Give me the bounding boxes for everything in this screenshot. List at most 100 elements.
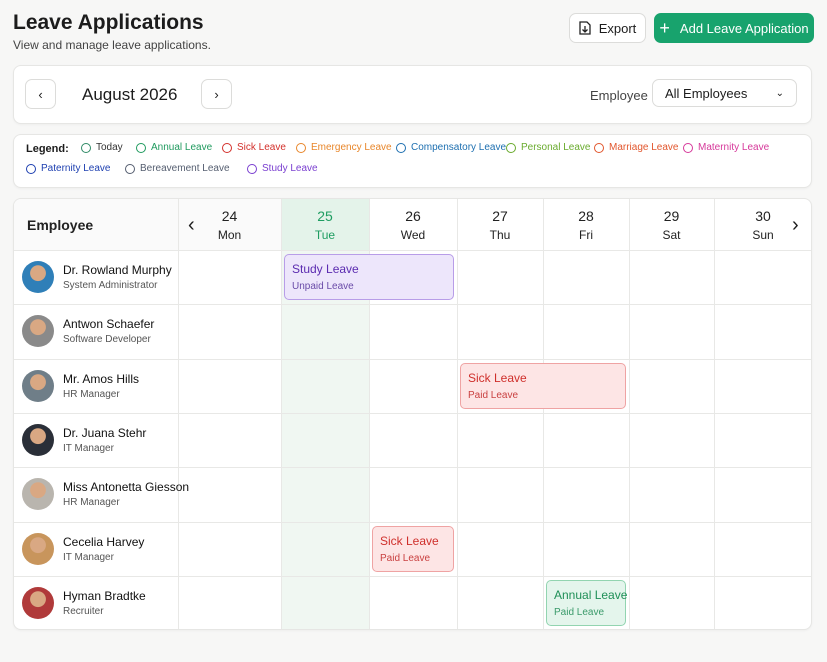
column-line	[543, 199, 544, 629]
leave-block[interactable]: Study Leave Unpaid Leave	[284, 254, 454, 301]
row-line	[14, 412, 811, 414]
row-line	[14, 304, 811, 306]
add-leave-label: Add Leave Application	[679, 20, 809, 36]
row-line	[14, 467, 811, 469]
leave-title: Sick Leave	[380, 533, 439, 548]
employee-filter-label: Employee	[590, 88, 648, 103]
row-line	[14, 575, 811, 577]
avatar	[22, 315, 54, 348]
legend-dot	[136, 142, 146, 153]
column-line	[629, 199, 630, 629]
avatar	[22, 478, 54, 511]
next-month-button[interactable]: ›	[201, 79, 232, 109]
legend-text: Study Leave	[262, 163, 318, 174]
leave-title: Annual Leave	[554, 587, 628, 602]
employee-select-value: All Employees	[665, 85, 748, 101]
employee-name: Dr. Juana Stehr	[63, 425, 147, 440]
employee-role: HR Manager	[63, 497, 120, 509]
legend-text: Maternity Leave	[698, 142, 770, 153]
avatar	[22, 586, 54, 619]
employee-name: Hyman Bradtke	[63, 588, 146, 603]
legend	[13, 134, 812, 188]
day-weekday: Thu	[489, 228, 511, 242]
employee-select[interactable]: All Employees ⌄	[652, 79, 797, 107]
month-label: August 2026	[82, 85, 178, 104]
legend-text: Compensatory Leave	[411, 142, 507, 153]
legend-label: Legend:	[26, 143, 69, 155]
legend-text: Marriage Leave	[609, 142, 679, 153]
export-label: Export	[598, 20, 637, 36]
column-line	[369, 199, 370, 629]
employee-name: Dr. Rowland Murphy	[63, 263, 172, 277]
column-line	[178, 199, 179, 629]
prev-month-button[interactable]: ‹	[25, 79, 56, 109]
page-title: Leave Applications	[13, 11, 204, 34]
leave-title: Sick Leave	[468, 370, 527, 385]
employee-role: HR Manager	[63, 388, 120, 400]
employee-name: Mr. Amos Hills	[63, 371, 140, 386]
plus-icon: +	[659, 18, 670, 38]
avatar	[22, 261, 54, 293]
legend-item: Sick Leave	[222, 142, 286, 153]
day-number: 25	[317, 208, 333, 224]
avatar	[22, 532, 54, 565]
employee-role: Software Developer	[63, 334, 151, 346]
legend-dot	[26, 163, 36, 174]
prev-week-button[interactable]: ‹	[188, 214, 195, 236]
employee-role: IT Manager	[63, 551, 114, 563]
export-button[interactable]: Export	[569, 13, 646, 43]
today-header	[281, 199, 369, 250]
legend-dot	[296, 142, 306, 153]
column-line	[714, 199, 715, 629]
legend-item: Bereavement Leave	[125, 163, 230, 174]
day-number: 29	[663, 208, 680, 224]
employee-role: Recruiter	[63, 605, 104, 617]
column-line	[457, 199, 458, 629]
legend-dot	[247, 163, 257, 174]
legend-item: Personal Leave	[506, 142, 591, 153]
day-number: 27	[492, 208, 508, 224]
legend-item: Maternity Leave	[683, 142, 769, 153]
next-week-button[interactable]: ›	[792, 214, 799, 236]
legend-text: Paternity Leave	[41, 163, 111, 174]
employee-role: IT Manager	[63, 442, 114, 454]
legend-item: Emergency Leave	[296, 142, 392, 153]
day-weekday: Sun	[752, 228, 774, 242]
legend-item: Study Leave	[247, 163, 318, 174]
leave-block[interactable]: Sick Leave Paid Leave	[460, 362, 626, 409]
legend-text: Emergency Leave	[311, 142, 392, 153]
day-weekday: Tue	[314, 228, 336, 242]
leave-subtitle: Unpaid Leave	[292, 281, 354, 292]
row-line	[14, 358, 811, 360]
legend-item: Compensatory Leave	[396, 142, 506, 153]
column-line	[281, 199, 282, 629]
leave-block[interactable]: Annual Leave Paid Leave	[546, 579, 628, 627]
legend-item: Paternity Leave	[26, 163, 111, 174]
leave-title: Study Leave	[292, 262, 359, 276]
legend-text: Personal Leave	[521, 142, 591, 153]
add-leave-button[interactable]: + Add Leave Application	[654, 13, 814, 43]
employee-role: System Administrator	[63, 280, 158, 291]
day-number: 24	[221, 208, 238, 224]
legend-item: Marriage Leave	[594, 142, 678, 153]
legend-item: Today	[81, 142, 123, 153]
day-number: 30	[755, 208, 771, 224]
legend-dot	[506, 142, 516, 153]
legend-dot	[222, 142, 232, 153]
day-weekday: Wed	[400, 228, 426, 242]
legend-dot	[594, 142, 604, 153]
export-icon	[579, 21, 591, 35]
leave-block[interactable]: Sick Leave Paid Leave	[372, 525, 454, 572]
calendar: Employee ‹ › 24 Mon 25 Tue 26 Wed 27 Thu 28 Fri 29 Sat…	[13, 198, 812, 630]
header-row-bg	[14, 199, 281, 250]
avatar	[22, 423, 54, 456]
leave-subtitle: Paid Leave	[554, 606, 605, 618]
page-subtitle: View and manage leave applications.	[13, 38, 211, 52]
leave-subtitle: Paid Leave	[380, 552, 431, 564]
day-number: 28	[578, 208, 594, 224]
legend-dot	[396, 142, 406, 153]
legend-item: Annual Leave	[136, 142, 212, 153]
legend-text: Bereavement Leave	[140, 163, 230, 174]
day-number: 26	[405, 208, 421, 224]
